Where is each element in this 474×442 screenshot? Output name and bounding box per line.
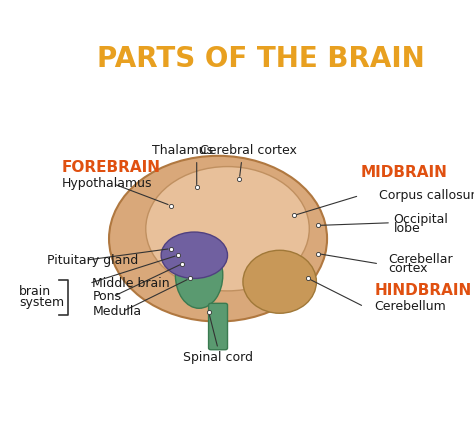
- Text: www.eslforums.com: www.eslforums.com: [140, 202, 220, 262]
- Ellipse shape: [109, 156, 327, 322]
- Text: cortex: cortex: [389, 262, 428, 275]
- Text: brain: brain: [19, 285, 51, 298]
- Text: Hypothalamus: Hypothalamus: [62, 178, 152, 191]
- Text: English Vocabulary: English Vocabulary: [179, 15, 342, 30]
- Text: Pons: Pons: [92, 290, 121, 303]
- Text: PARTS OF THE BRAIN: PARTS OF THE BRAIN: [97, 45, 425, 73]
- Ellipse shape: [161, 232, 228, 278]
- Text: www.eslforums.com: www.eslforums.com: [158, 419, 316, 434]
- FancyBboxPatch shape: [209, 303, 228, 350]
- Ellipse shape: [175, 242, 223, 309]
- Ellipse shape: [243, 250, 317, 313]
- Text: Cerebral cortex: Cerebral cortex: [201, 145, 297, 157]
- Text: Spinal cord: Spinal cord: [183, 351, 253, 364]
- Text: MIDBRAIN: MIDBRAIN: [360, 165, 447, 180]
- Text: Pituitary gland: Pituitary gland: [47, 254, 139, 267]
- Text: FOREBRAIN: FOREBRAIN: [62, 160, 161, 175]
- Text: Corpus callosum: Corpus callosum: [379, 189, 474, 202]
- Text: Cerebellar: Cerebellar: [389, 253, 453, 266]
- Text: HINDBRAIN: HINDBRAIN: [374, 282, 472, 297]
- Text: Thalamus: Thalamus: [152, 145, 213, 157]
- Text: Medulla: Medulla: [92, 305, 142, 318]
- Text: Middle brain: Middle brain: [92, 277, 170, 290]
- Text: lobe: lobe: [393, 222, 420, 235]
- Text: Occipital: Occipital: [393, 213, 448, 226]
- Text: system: system: [19, 296, 64, 309]
- Text: Cerebellum: Cerebellum: [374, 300, 446, 313]
- Ellipse shape: [146, 167, 309, 291]
